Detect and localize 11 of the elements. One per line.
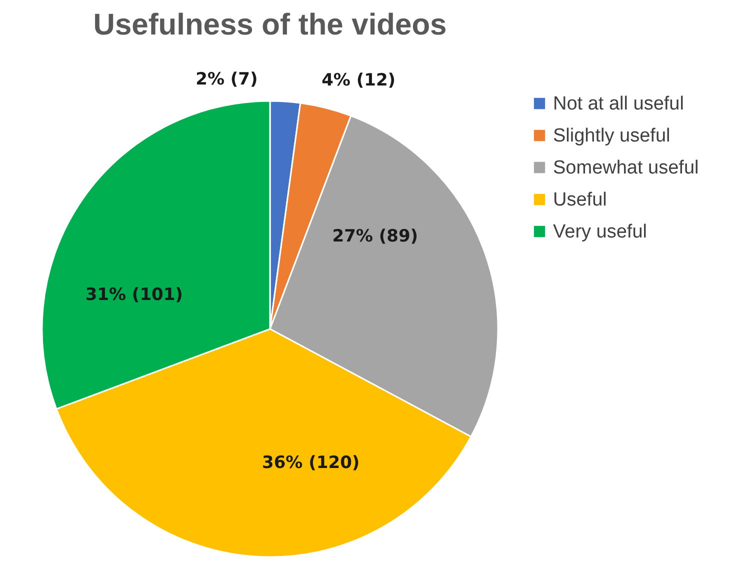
data-label: 27% (89) xyxy=(332,226,418,247)
data-label: 2% (7) xyxy=(196,70,258,90)
data-label: 4% (12) xyxy=(322,70,396,91)
legend-label: Somewhat useful xyxy=(553,158,699,178)
data-label: 36% (120) xyxy=(262,452,360,473)
chart-title: Usefulness of the videos xyxy=(93,8,447,42)
legend-label: Very useful xyxy=(553,222,647,242)
data-label: 31% (101) xyxy=(85,285,183,306)
legend-label: Not at all useful xyxy=(553,94,684,114)
legend-label: Slightly useful xyxy=(553,126,670,146)
legend-label: Useful xyxy=(553,190,607,210)
